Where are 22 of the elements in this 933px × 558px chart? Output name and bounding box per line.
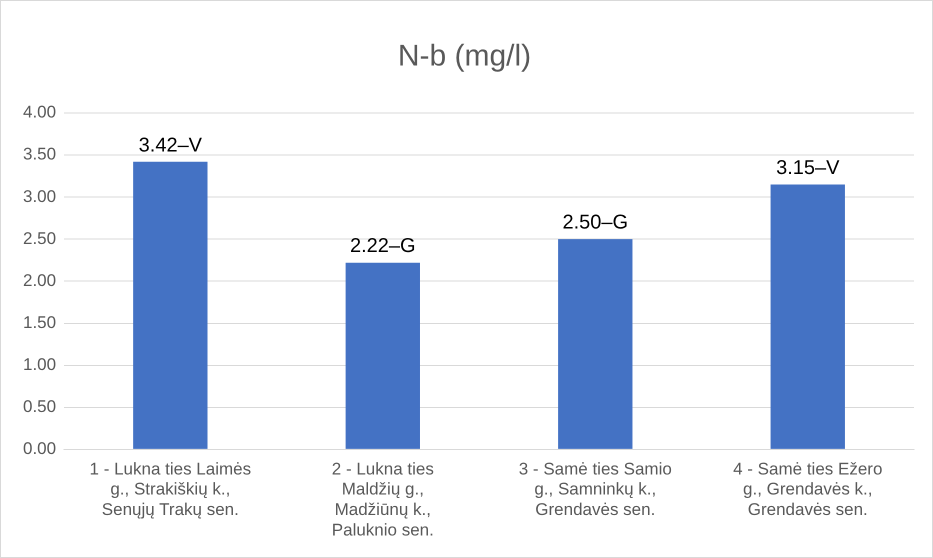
y-tick-label: 4.00 (22, 102, 56, 122)
x-tick-label: 1 - Lukna ties Laimės g., Strakiškių k., Senųjų Trakų sen. (90, 459, 252, 520)
chart-title: N-b (mg/l) (398, 39, 532, 72)
data-label: 2.22–G (350, 235, 416, 258)
data-label: 2.50–G (562, 212, 628, 234)
y-tick-label: 0.50 (22, 397, 56, 416)
x-tick-label: 4 - Samė ties Ežero g., Grendavės k., Grendavės sen. (733, 459, 882, 520)
y-tick-label: 2.50 (22, 228, 56, 248)
data-label: 3.15–V (776, 157, 840, 179)
data-label: 3.42–V (138, 134, 203, 156)
y-tick-label: 0.00 (22, 439, 56, 458)
x-tick-label: 3 - Samė ties Samio g., Samninkų k., Grendavės sen. (518, 459, 672, 520)
y-tick-label: 3.00 (22, 186, 56, 206)
y-tick-label: 3.50 (22, 144, 56, 164)
y-tick-label: 2.00 (22, 270, 56, 290)
x-tick-label: 2 - Lukna ties Maldžių g., Madžiūnų k., Paluknio sen. (332, 459, 434, 540)
bar (133, 162, 208, 449)
bar (770, 184, 845, 449)
bar (346, 262, 420, 449)
y-tick-label: 1.50 (22, 312, 56, 332)
y-tick-label: 1.00 (22, 354, 56, 374)
bar (558, 239, 632, 449)
